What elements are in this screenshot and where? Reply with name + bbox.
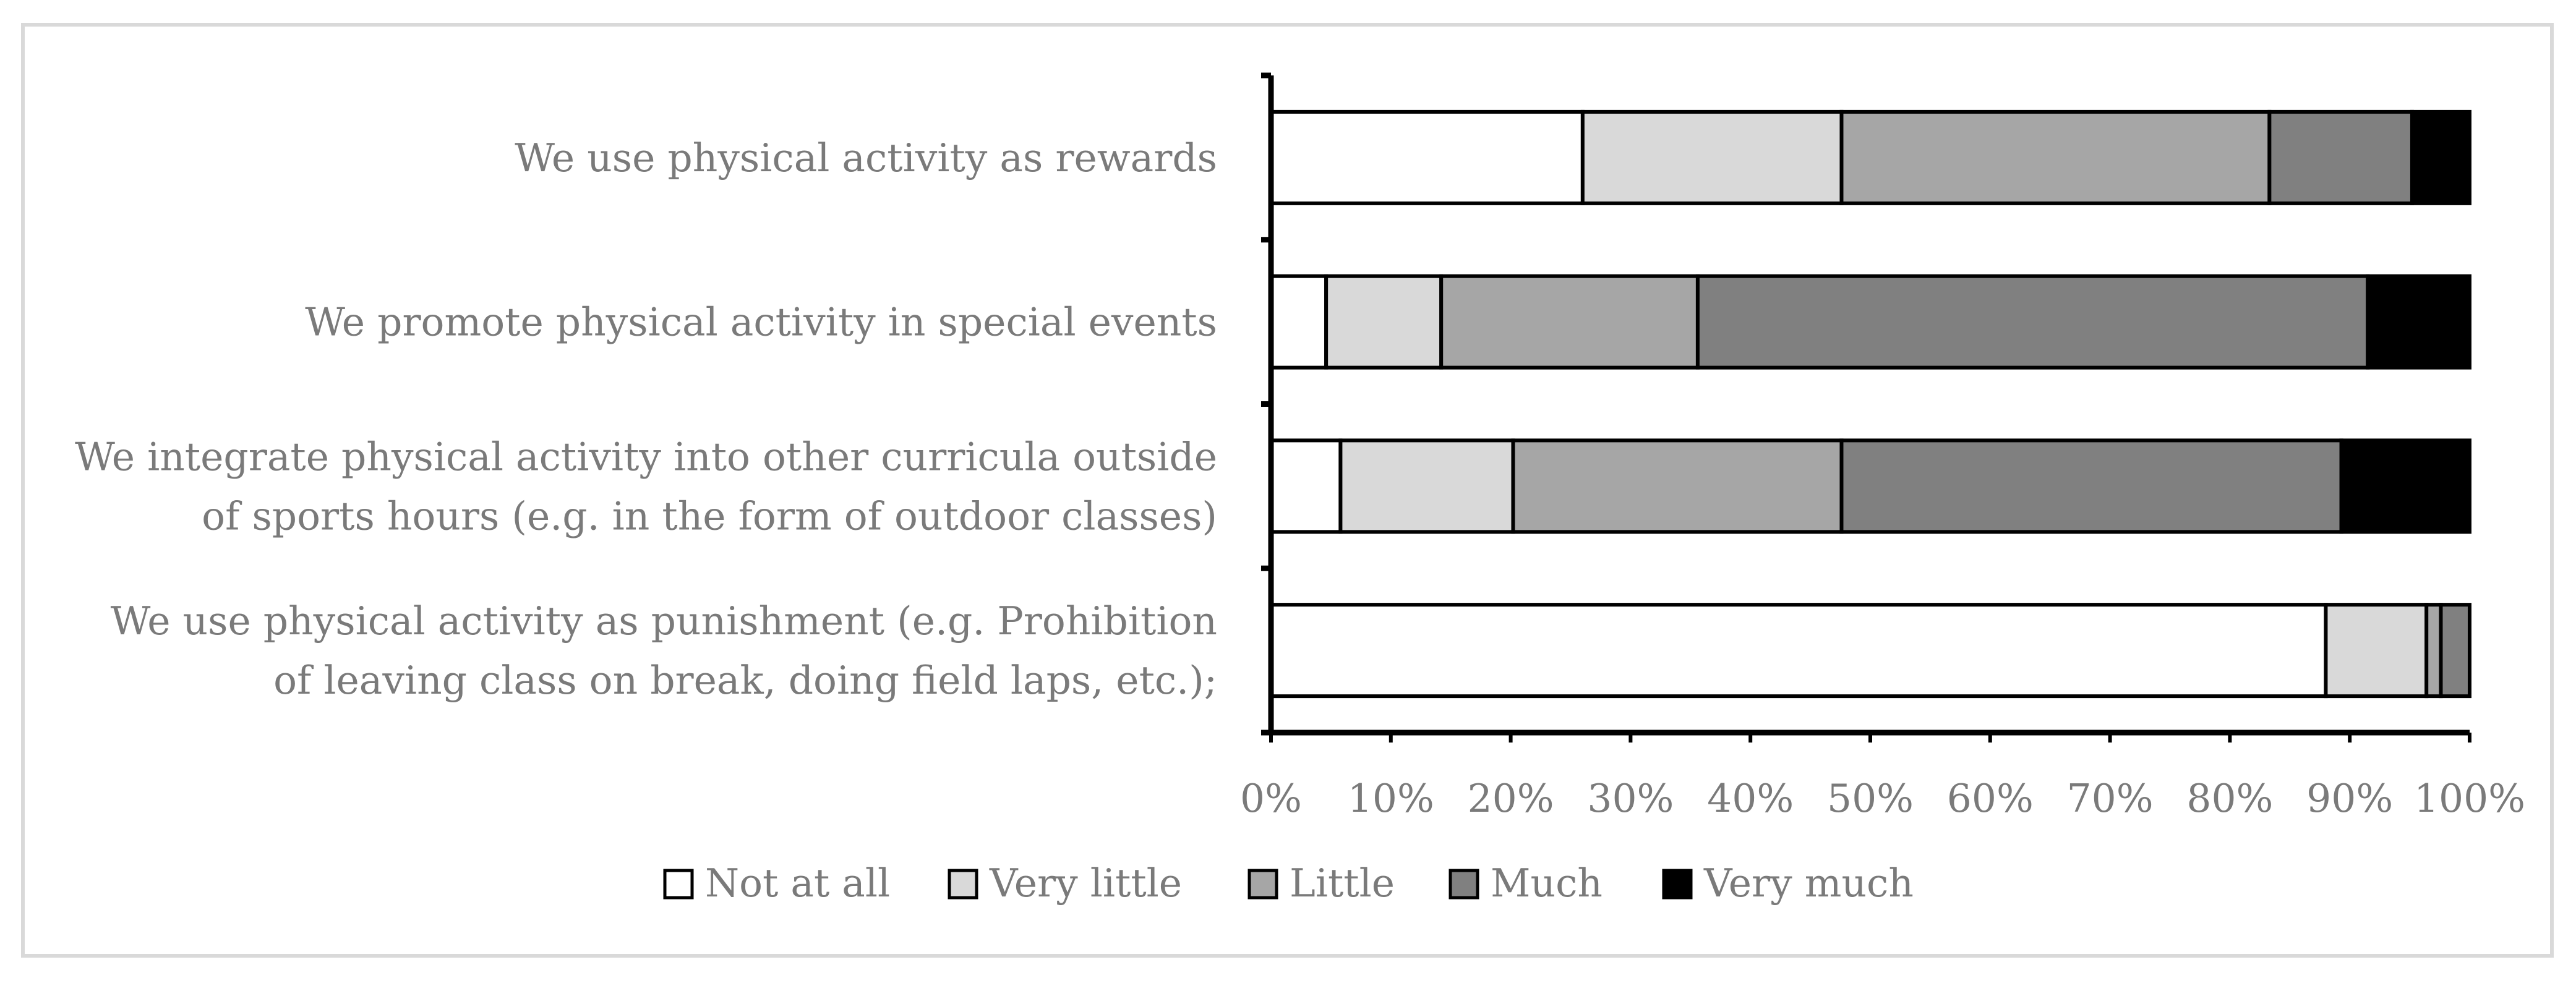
x-tick-label: 100%	[2414, 776, 2525, 821]
x-tick-label: 90%	[2306, 776, 2393, 821]
x-tick-labels: 0% 10% 20% 30% 40% 50% 60% 70% 80% 90% 100%	[1240, 776, 2525, 821]
legend-label-not-at-all: Not at all	[705, 861, 890, 906]
bar-segment-very-little-row-1	[1580, 109, 1844, 205]
x-tick-label: 30%	[1587, 776, 1674, 821]
bar-segment-very-little-row-2	[1324, 274, 1444, 370]
legend-label-very-little: Very little	[989, 861, 1182, 906]
bar-segment-little-row-2	[1439, 274, 1700, 370]
bar-segment-little-row-4	[2424, 603, 2443, 699]
bar-segment-very-much-row-1	[2410, 109, 2472, 205]
legend-swatch-little	[1247, 869, 1278, 900]
category-label-3: We integrate physical activity into othe…	[75, 434, 1217, 538]
x-tick-label: 20%	[1468, 776, 1554, 821]
bar-segment-very-little-row-4	[2324, 603, 2429, 699]
x-tick-label: 40%	[1707, 776, 1794, 821]
category-labels: We use physical activity as rewards We pr…	[75, 135, 1217, 703]
bar-segment-much-row-2	[1695, 274, 2370, 370]
x-tick-label: 0%	[1240, 776, 1302, 821]
bar-segment-not-at-all-row-3	[1269, 438, 1343, 534]
axes-layer	[1261, 72, 2471, 743]
legend-label-little: Little	[1290, 861, 1395, 906]
legend-swatch-not-at-all	[663, 869, 694, 900]
category-label-2: We promote physical activity in special …	[305, 300, 1217, 345]
bar-segment-very-little-row-3	[1338, 438, 1515, 534]
bar-segment-not-at-all-row-2	[1269, 274, 1329, 370]
legend-swatch-much	[1448, 869, 1479, 900]
x-tick-label: 50%	[1827, 776, 1914, 821]
x-tick-label: 10%	[1348, 776, 1434, 821]
legend: Not at all Very little Little Much Very much	[663, 861, 1914, 906]
bar-segment-little-row-1	[1839, 109, 2272, 205]
category-label-1: We use physical activity as rewards	[515, 135, 1217, 181]
legend-label-much: Much	[1491, 861, 1603, 906]
bar-segment-much-row-4	[2439, 603, 2472, 699]
legend-swatch-very-much	[1662, 869, 1693, 900]
bar-segment-not-at-all-row-4	[1269, 603, 2328, 699]
bar-segment-much-row-3	[1839, 438, 2343, 534]
bar-segment-much-row-1	[2267, 109, 2414, 205]
x-tick-label: 70%	[2067, 776, 2154, 821]
legend-label-very-much: Very much	[1703, 861, 1914, 906]
bars-layer	[1269, 109, 2472, 699]
category-label-4: We use physical activity as punishment (…	[111, 598, 1217, 703]
legend-swatch-very-little	[948, 869, 978, 900]
x-tick-label: 60%	[1947, 776, 2034, 821]
bar-segment-very-much-row-2	[2366, 274, 2472, 370]
bar-segment-little-row-3	[1511, 438, 1844, 534]
bar-segment-very-much-row-3	[2339, 438, 2472, 534]
bar-segment-not-at-all-row-1	[1269, 109, 1585, 205]
x-tick-label: 80%	[2186, 776, 2273, 821]
